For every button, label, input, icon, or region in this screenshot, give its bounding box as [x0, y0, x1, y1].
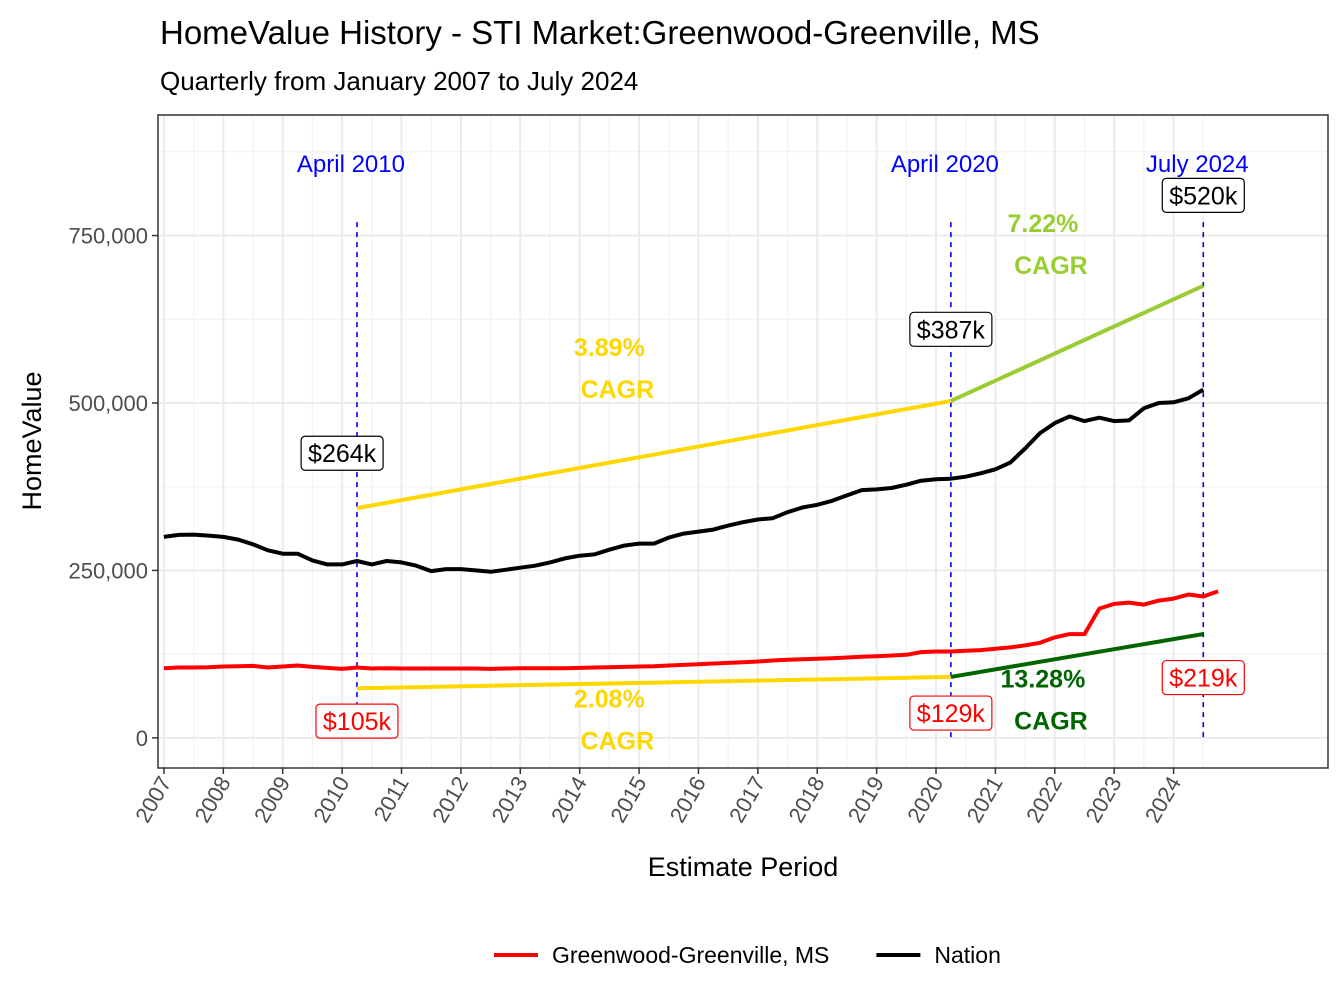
value-label-text: $105k: [323, 708, 392, 736]
x-tick-label: 2018: [783, 772, 829, 827]
x-tick-label: 2022: [1021, 772, 1067, 827]
series-line: [163, 387, 1205, 574]
cagr-value-label: 2.08%: [574, 686, 645, 714]
x-tick-label: 2010: [308, 772, 354, 827]
x-tick-label: 2021: [962, 772, 1008, 827]
value-label: $264k: [300, 435, 384, 471]
value-label-text: $129k: [917, 700, 986, 728]
cagr-lines: [356, 283, 1205, 691]
x-tick-label: 2023: [1080, 772, 1126, 827]
series-lines: [163, 387, 1219, 671]
cagr-text-label: CAGR: [581, 728, 655, 756]
chart-subtitle: Quarterly from January 2007 to July 2024: [160, 66, 638, 96]
cagr-value-label: 7.22%: [1007, 210, 1078, 238]
x-tick-label: 2007: [130, 772, 176, 827]
cagr-text-label: CAGR: [581, 376, 655, 404]
annotation-labels: April 2010 April 2020 July 2024 3.89% CAGR 7.…: [297, 151, 1249, 756]
value-label-text: $520k: [1169, 182, 1238, 210]
x-tick-label: 2014: [546, 772, 592, 827]
value-label-text: $219k: [1169, 665, 1238, 693]
cagr-text-label: CAGR: [1014, 252, 1088, 280]
x-tick-label: 2024: [1140, 772, 1186, 827]
x-tick-label: 2019: [843, 772, 889, 827]
legend-label: Greenwood-Greenville, MS: [552, 942, 829, 968]
cagr-segment: [356, 399, 952, 511]
y-tick-label: 750,000: [68, 224, 148, 249]
cagr-segment: [356, 674, 951, 691]
cagr-value-label: 13.28%: [1001, 666, 1086, 694]
value-label: $219k: [1161, 659, 1245, 696]
legend: Greenwood-Greenville, MS Nation: [494, 942, 1001, 968]
reference-line-label: April 2020: [891, 151, 999, 178]
value-label-box: [1161, 177, 1245, 213]
x-tick-label: 2009: [249, 772, 295, 827]
value-label: $520k: [1161, 177, 1245, 213]
value-label-box: [909, 695, 993, 731]
cagr-segment: [950, 632, 1204, 679]
value-label-box: [1161, 659, 1245, 696]
reference-line-label: April 2010: [297, 151, 405, 178]
x-tick-label: 2011: [369, 772, 414, 825]
x-tick-label: 2008: [190, 772, 236, 827]
value-label-box: [300, 435, 384, 471]
y-tick-label: 500,000: [68, 391, 148, 416]
y-tick-label: 250,000: [68, 558, 148, 583]
y-axis-title: HomeValue: [17, 371, 47, 510]
x-tick-label: 2013: [486, 772, 532, 827]
legend-label: Nation: [934, 942, 1000, 968]
cagr-value-label: 3.89%: [574, 334, 645, 362]
x-tick-label: 2020: [902, 772, 948, 827]
series-line: [163, 589, 1219, 671]
x-tick-label: 2017: [724, 772, 770, 827]
value-label-text: $387k: [917, 316, 986, 344]
x-tick-label: 2015: [605, 772, 651, 827]
value-label-box: [909, 311, 993, 347]
x-axis-title: Estimate Period: [648, 852, 839, 882]
plot-border: [157, 114, 1329, 769]
x-axis: 2007 2008 2009 2010 2011 2012 2013 2014 2015 2016…: [130, 768, 1186, 827]
value-label-text: $264k: [308, 440, 377, 468]
chart-title: HomeValue History - STI Market:Greenwood…: [160, 14, 1040, 51]
value-label-box: [315, 703, 399, 739]
value-label: $105k: [315, 703, 399, 739]
y-tick-label: 0: [136, 726, 148, 751]
value-label: $387k: [909, 311, 993, 347]
cagr-text-label: CAGR: [1014, 708, 1088, 736]
x-tick-label: 2016: [665, 772, 711, 827]
x-tick-label: 2012: [427, 772, 473, 827]
y-axis: 0 250,000 500,000 750,000: [68, 224, 158, 751]
reference-line-label: July 2024: [1146, 151, 1249, 178]
cagr-segment: [950, 283, 1205, 403]
value-label: $129k: [909, 695, 993, 731]
